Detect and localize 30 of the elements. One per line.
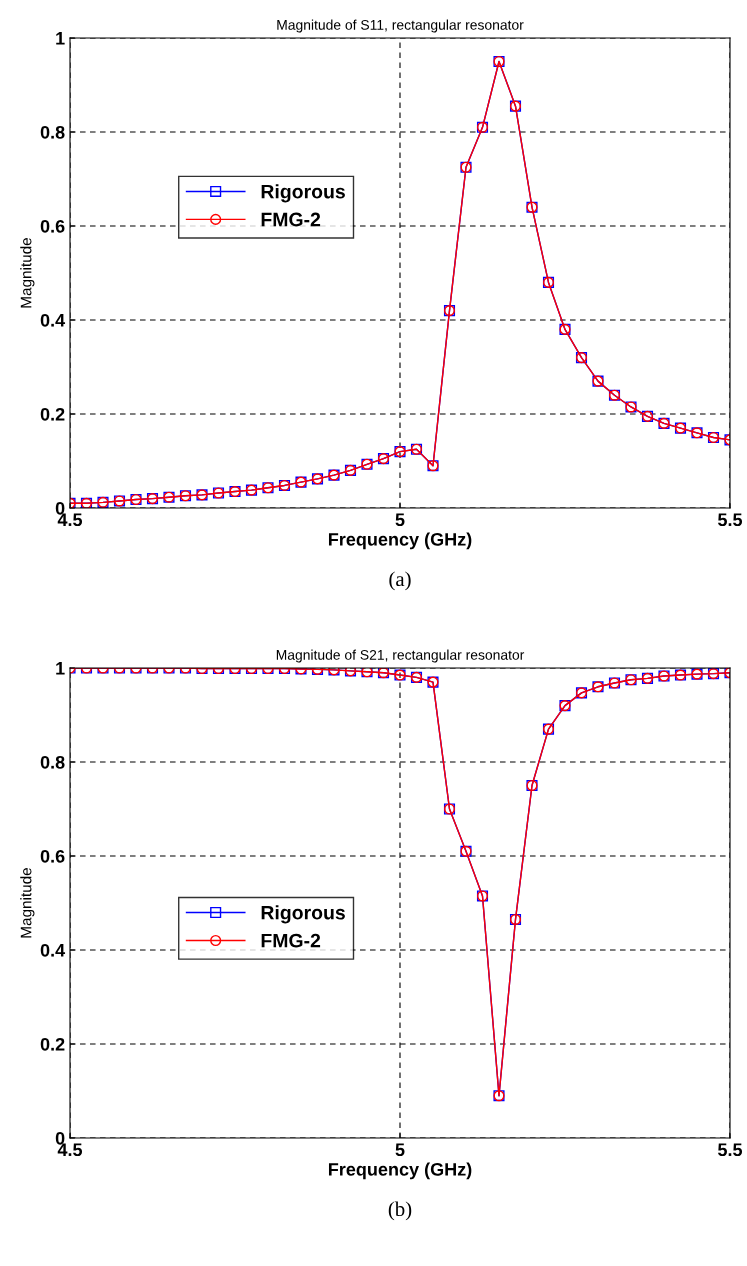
x-tick-label: 4.5 (57, 513, 83, 527)
x-tick-label: 5.5 (718, 513, 743, 527)
y-tick-label: 0.2 (40, 1037, 65, 1051)
y-axis-title: Magnitude (20, 238, 35, 308)
legend-label: FMG-2 (261, 212, 321, 227)
y-tick-label: 0.4 (40, 943, 66, 957)
y-tick-label: 0.2 (40, 407, 65, 421)
y-tick-label: 1 (56, 662, 65, 675)
y-tick-label: 0 (55, 1131, 65, 1145)
text: (b) (388, 1201, 412, 1221)
y-tick-label: 0 (55, 501, 65, 515)
x-tick-label: 5 (395, 1143, 405, 1157)
x-axis-title: Frequency (GHz) (328, 532, 472, 550)
legend-label: Rigorous (261, 184, 345, 203)
chart-title: Magnitude of S11, rectangular resonator (277, 19, 524, 33)
legend-label: Rigorous (261, 905, 345, 924)
y-tick-label: 1 (56, 32, 65, 45)
x-tick-label: 5.5 (718, 1143, 743, 1157)
y-tick-label: 0.8 (40, 125, 65, 139)
x-axis-title: Frequency (GHz) (328, 1162, 472, 1180)
x-tick-label: 5 (395, 513, 405, 527)
y-tick-label: 0.8 (40, 755, 65, 769)
y-tick-label: 0.4 (40, 313, 66, 327)
y-axis-title: Magnitude (20, 868, 35, 938)
y-tick-label: 0.6 (40, 219, 65, 233)
chart-title: Magnitude of S21, rectangular resonator (276, 649, 525, 663)
x-tick-label: 4.5 (57, 1143, 83, 1157)
legend-label: FMG-2 (261, 933, 321, 948)
text: (a) (389, 571, 411, 591)
y-tick-label: 0.6 (40, 849, 65, 863)
